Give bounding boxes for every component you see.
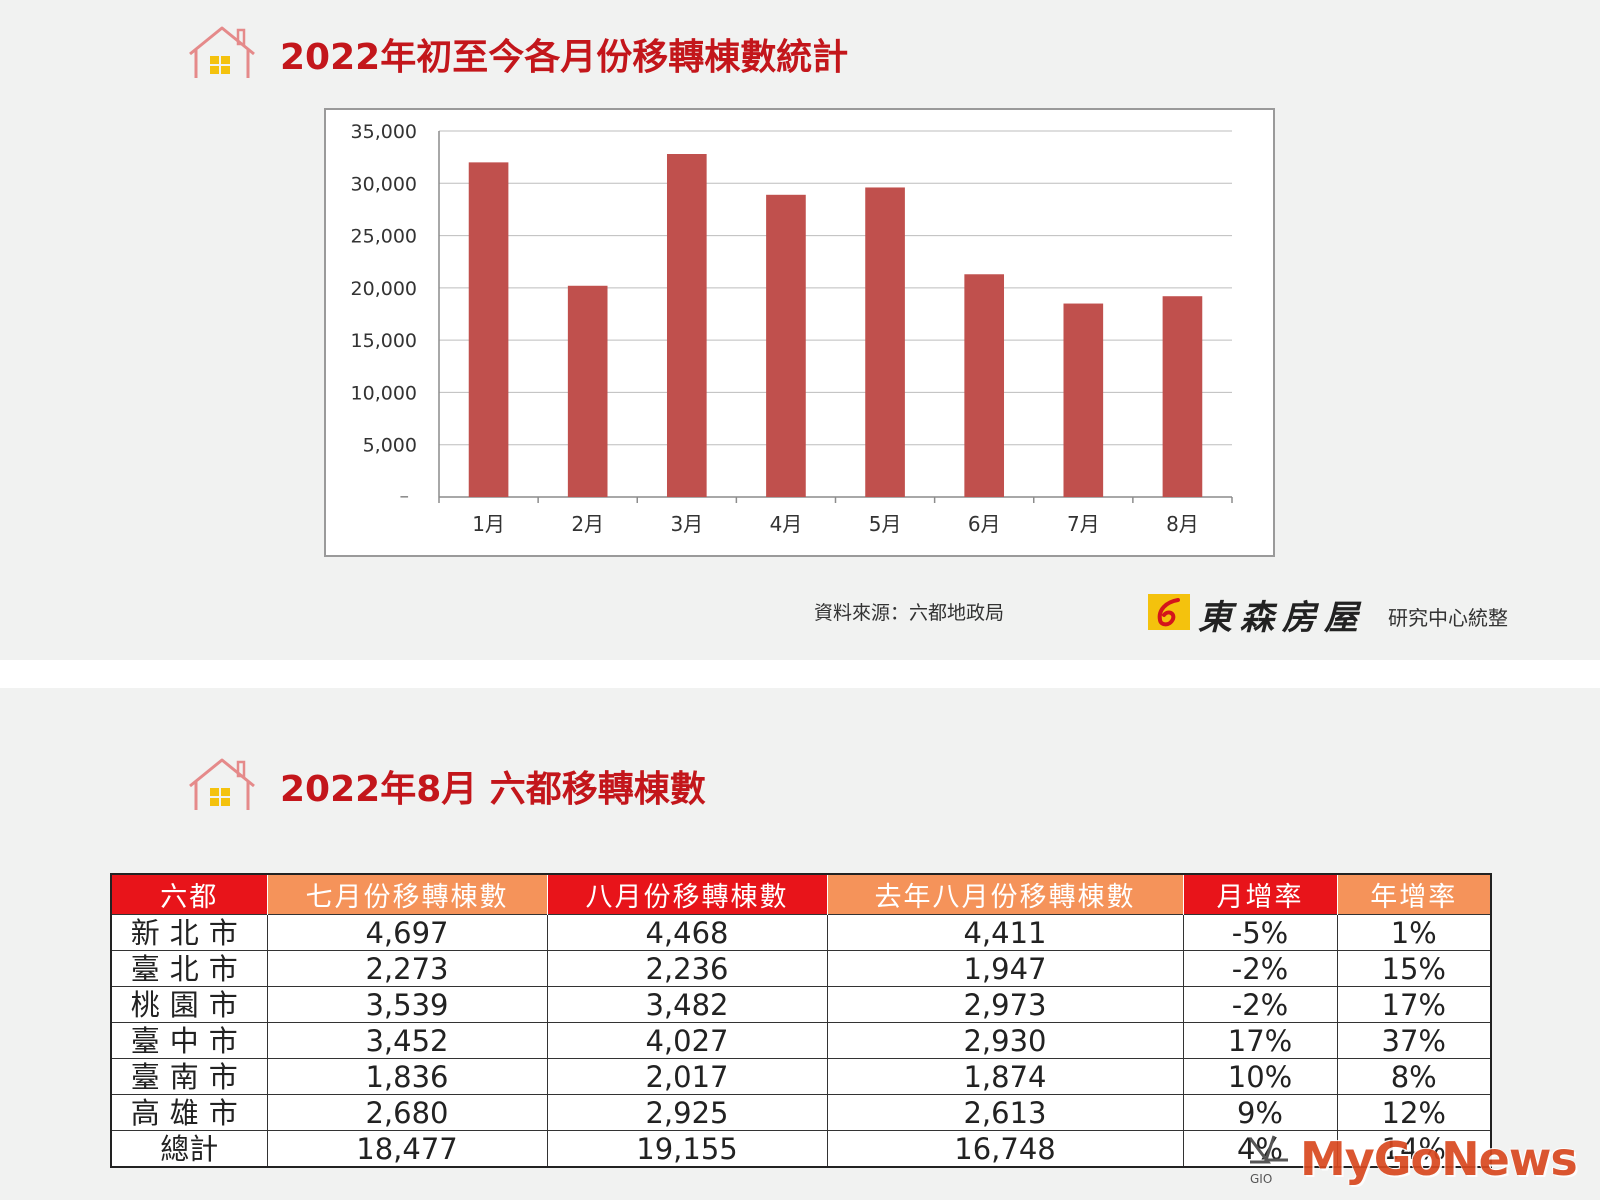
chart-title: 2022年初至今各月份移轉棟數統計 — [280, 37, 849, 78]
cell-last-august: 2,973 — [826, 986, 1184, 1023]
cell-yoy: 37% — [1336, 1022, 1492, 1059]
header-yoy: 年增率 — [1336, 874, 1491, 915]
table-row: 臺中市 3,452 4,027 2,930 17% 37% — [110, 1022, 1492, 1059]
bar — [766, 194, 806, 497]
x-tick-label: 5月 — [869, 512, 902, 536]
header-august: 八月份移轉棟數 — [546, 874, 827, 915]
cell-yoy: 15% — [1336, 950, 1492, 987]
cell-yoy: 1% — [1336, 914, 1492, 951]
bar — [666, 154, 707, 497]
table-row: 桃園市 3,539 3,482 2,973 -2% 17% — [110, 986, 1492, 1023]
cell-mom: 9% — [1182, 1094, 1338, 1131]
y-tick-label: 10,000 — [351, 382, 417, 404]
table-row: 總計 18,477 19,155 16,748 4% 14% — [110, 1130, 1492, 1168]
source-note: 資料來源：六都地政局 — [814, 602, 1005, 624]
x-tick-label: 8月 — [1166, 512, 1199, 536]
watermark-mark-text: GIO — [1250, 1172, 1273, 1186]
cell-yoy: 12% — [1336, 1094, 1492, 1131]
brand-suffix: 研究中心統整 — [1388, 606, 1508, 630]
y-tick-label: 35,000 — [351, 121, 417, 143]
cell-mom: 17% — [1182, 1022, 1338, 1059]
x-tick-label: 1月 — [472, 512, 505, 536]
cell-august: 2,017 — [546, 1058, 828, 1095]
cell-last-august: 1,947 — [826, 950, 1184, 987]
y-tick-label: 5,000 — [363, 435, 417, 457]
brand-mark-icon — [1148, 594, 1190, 630]
table-row: 臺南市 1,836 2,017 1,874 10% 8% — [110, 1058, 1492, 1095]
cell-last-august: 1,874 — [826, 1058, 1184, 1095]
cell-last-august: 4,411 — [826, 914, 1184, 951]
y-tick-label: 30,000 — [351, 173, 417, 195]
cell-mom: -5% — [1182, 914, 1338, 951]
cell-city: 高雄市 — [110, 1094, 268, 1131]
y-zero-label: – — [400, 485, 410, 507]
watermark-text: MyGoNews — [1300, 1132, 1578, 1186]
cell-city: 總計 — [110, 1130, 268, 1168]
house-icon — [189, 758, 255, 810]
transfer-table: 六都 七月份移轉棟數 八月份移轉棟數 去年八月份移轉棟數 月增率 年增率 新北市… — [110, 873, 1492, 1168]
table-row: 臺北市 2,273 2,236 1,947 -2% 15% — [110, 950, 1492, 987]
table-header-row: 六都 七月份移轉棟數 八月份移轉棟數 去年八月份移轉棟數 月增率 年增率 — [110, 874, 1491, 915]
x-tick-label: 7月 — [1067, 512, 1100, 536]
cell-august: 3,482 — [546, 986, 828, 1023]
cell-july: 3,452 — [266, 1022, 548, 1059]
cell-mom: 10% — [1182, 1058, 1338, 1095]
cell-city: 新北市 — [110, 914, 268, 951]
header-city: 六都 — [110, 874, 267, 915]
bar — [1162, 296, 1203, 497]
x-tick-label: 4月 — [770, 512, 803, 536]
cell-july: 18,477 — [266, 1130, 548, 1168]
bar-chart: 5,000 10,000 15,000 20,000 25,000 30,000 35,00… — [351, 121, 1233, 536]
cell-last-august: 2,613 — [826, 1094, 1184, 1131]
bar — [964, 274, 1005, 497]
cell-last-august: 16,748 — [826, 1130, 1184, 1168]
header-last-august: 去年八月份移轉棟數 — [826, 874, 1183, 915]
brand-name: 東森房屋 — [1198, 598, 1366, 638]
cell-city: 臺南市 — [110, 1058, 268, 1095]
bar — [865, 187, 905, 497]
cell-july: 2,680 — [266, 1094, 548, 1131]
cell-july: 4,697 — [266, 914, 548, 951]
chart-panel: 2022年初至今各月份移轉棟數統計 5,000 10,000 15,000 20,00… — [0, 0, 1600, 660]
table-title: 2022年8月 六都移轉棟數 — [280, 769, 706, 810]
watermark: GIO MyGoNews — [1236, 1128, 1596, 1194]
x-tick-label: 2月 — [571, 512, 604, 536]
watermark-mark-icon — [1248, 1135, 1288, 1164]
cell-yoy: 8% — [1336, 1058, 1492, 1095]
cell-yoy: 17% — [1336, 986, 1492, 1023]
table-row: 新北市 4,697 4,468 4,411 -5% 1% — [110, 914, 1492, 951]
bar — [1063, 303, 1104, 497]
cell-yoy: 14% — [1336, 1130, 1492, 1168]
cell-august: 2,236 — [546, 950, 828, 987]
cell-mom: -2% — [1182, 986, 1338, 1023]
table-row: 高雄市 2,680 2,925 2,613 9% 12% — [110, 1094, 1492, 1131]
y-tick-label: 25,000 — [351, 226, 417, 248]
cell-july: 3,539 — [266, 986, 548, 1023]
header-july: 七月份移轉棟數 — [266, 874, 547, 915]
cell-city: 臺北市 — [110, 950, 268, 987]
bar — [468, 162, 509, 497]
y-tick-label: 20,000 — [351, 278, 417, 300]
table-body: 新北市 4,697 4,468 4,411 -5% 1% 臺北市 2,273 2,236 1,94… — [110, 914, 1492, 1168]
cell-july: 2,273 — [266, 950, 548, 987]
house-icon — [189, 26, 255, 78]
header-mom: 月增率 — [1182, 874, 1337, 915]
cell-august: 2,925 — [546, 1094, 828, 1131]
x-tick-label: 6月 — [968, 512, 1001, 536]
cell-last-august: 2,930 — [826, 1022, 1184, 1059]
cell-mom: -2% — [1182, 950, 1338, 987]
x-tick-label: 3月 — [670, 512, 703, 536]
cell-city: 臺中市 — [110, 1022, 268, 1059]
chart-frame: 5,000 10,000 15,000 20,000 25,000 30,000 35,00… — [324, 108, 1275, 557]
cell-august: 4,027 — [546, 1022, 828, 1059]
cell-august: 4,468 — [546, 914, 828, 951]
cell-august: 19,155 — [546, 1130, 828, 1168]
cell-july: 1,836 — [266, 1058, 548, 1095]
y-tick-label: 15,000 — [351, 330, 417, 352]
cell-city: 桃園市 — [110, 986, 268, 1023]
bar — [567, 285, 608, 497]
